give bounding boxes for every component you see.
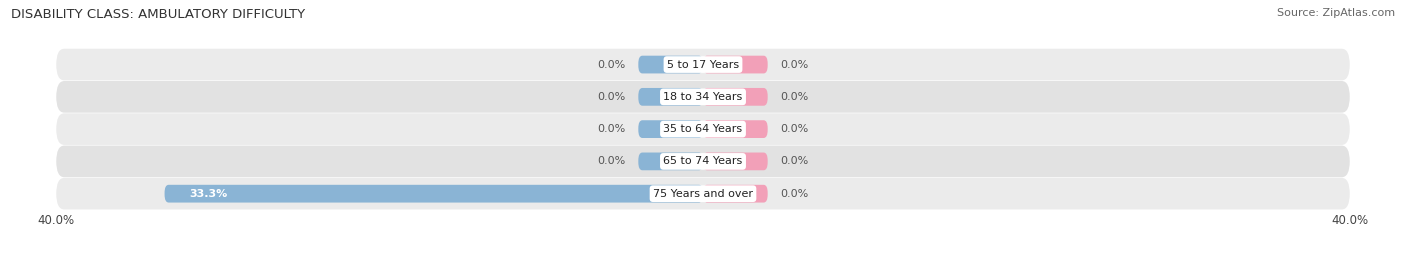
FancyBboxPatch shape <box>638 56 703 73</box>
Text: DISABILITY CLASS: AMBULATORY DIFFICULTY: DISABILITY CLASS: AMBULATORY DIFFICULTY <box>11 8 305 21</box>
Text: 0.0%: 0.0% <box>598 59 626 70</box>
FancyBboxPatch shape <box>56 146 1350 177</box>
Text: 0.0%: 0.0% <box>598 124 626 134</box>
FancyBboxPatch shape <box>56 49 1350 80</box>
FancyBboxPatch shape <box>703 153 768 170</box>
FancyBboxPatch shape <box>703 56 768 73</box>
Text: 0.0%: 0.0% <box>598 156 626 167</box>
FancyBboxPatch shape <box>638 153 703 170</box>
FancyBboxPatch shape <box>56 178 1350 210</box>
Text: 0.0%: 0.0% <box>780 59 808 70</box>
FancyBboxPatch shape <box>703 88 768 106</box>
Text: Source: ZipAtlas.com: Source: ZipAtlas.com <box>1277 8 1395 18</box>
Text: 35 to 64 Years: 35 to 64 Years <box>664 124 742 134</box>
Text: 0.0%: 0.0% <box>780 92 808 102</box>
FancyBboxPatch shape <box>56 81 1350 113</box>
FancyBboxPatch shape <box>56 113 1350 145</box>
Text: 0.0%: 0.0% <box>598 92 626 102</box>
Text: 18 to 34 Years: 18 to 34 Years <box>664 92 742 102</box>
Text: 75 Years and over: 75 Years and over <box>652 189 754 199</box>
Text: 0.0%: 0.0% <box>780 124 808 134</box>
Text: 33.3%: 33.3% <box>188 189 228 199</box>
FancyBboxPatch shape <box>638 88 703 106</box>
FancyBboxPatch shape <box>638 120 703 138</box>
Text: 0.0%: 0.0% <box>780 189 808 199</box>
Text: 0.0%: 0.0% <box>780 156 808 167</box>
FancyBboxPatch shape <box>703 185 768 203</box>
Text: 65 to 74 Years: 65 to 74 Years <box>664 156 742 167</box>
FancyBboxPatch shape <box>165 185 703 203</box>
Text: 5 to 17 Years: 5 to 17 Years <box>666 59 740 70</box>
FancyBboxPatch shape <box>703 120 768 138</box>
